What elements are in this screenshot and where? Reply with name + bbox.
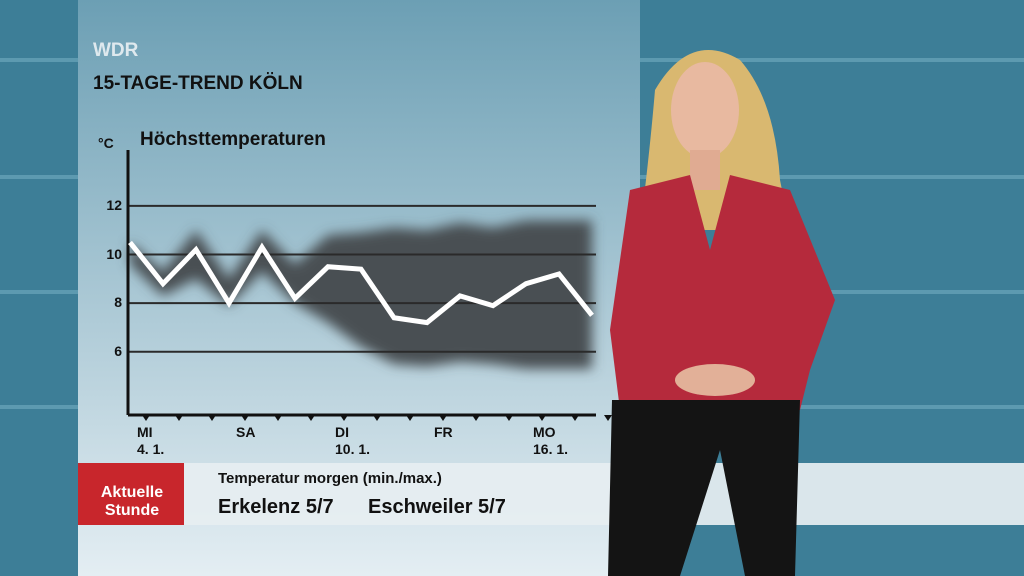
- x-tick: [208, 415, 216, 421]
- x-tick: [142, 415, 150, 421]
- x-tick: [241, 415, 249, 421]
- range-band: [130, 220, 592, 369]
- ticker-item: Eschweiler 5/7: [368, 496, 506, 518]
- y-tick-label: 10: [106, 245, 122, 262]
- ticker-item: Erkelenz 5/7: [218, 496, 334, 518]
- x-tick-label: MI 4. 1.: [137, 424, 165, 457]
- x-tick: [604, 415, 612, 421]
- x-tick-label: MO 16. 1.: [533, 424, 569, 457]
- ticker-logo: [78, 463, 184, 525]
- x-tick: [439, 415, 447, 421]
- y-tick-label: 6: [114, 342, 122, 359]
- ticker-heading: Temperatur morgen (min./max.): [218, 470, 442, 487]
- x-tick: [406, 415, 414, 421]
- x-tick: [175, 415, 183, 421]
- y-label: °C: [98, 135, 114, 151]
- line: [128, 240, 594, 326]
- y-tick-label: 12: [106, 196, 122, 213]
- y-tick-label: 8: [114, 294, 122, 311]
- logo: WDR: [93, 40, 139, 61]
- plot: [126, 150, 612, 421]
- x-tick: [538, 415, 546, 421]
- x-tick-label: FR: [434, 424, 453, 440]
- x-tick: [505, 415, 513, 421]
- x-tick: [340, 415, 348, 421]
- brand: Aktuelle Stunde: [100, 484, 164, 519]
- title: 15-TAGE-TREND KÖLN: [93, 73, 303, 94]
- x-tick-label: DI 10. 1.: [335, 424, 371, 457]
- x-tick: [274, 415, 282, 421]
- x-tick-label: SA: [236, 424, 256, 440]
- x-tick: [472, 415, 480, 421]
- chart-title: Höchsttemperaturen: [140, 129, 326, 150]
- ticker-bar: [78, 463, 1024, 525]
- presenter: [608, 50, 835, 576]
- x-tick: [373, 415, 381, 421]
- x-tick: [571, 415, 579, 421]
- x-tick: [307, 415, 315, 421]
